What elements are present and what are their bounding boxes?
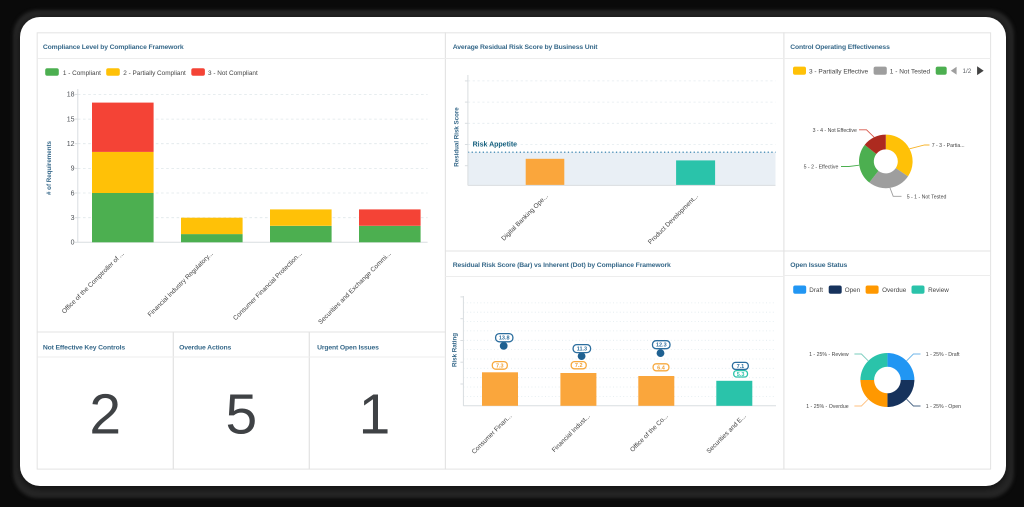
svg-text:Residual Risk Score: Residual Risk Score — [454, 107, 461, 167]
svg-text:Open Issue Status: Open Issue Status — [790, 262, 847, 269]
svg-text:Overdue: Overdue — [882, 287, 907, 294]
svg-text:13.8: 13.8 — [499, 336, 510, 342]
svg-text:Urgent Open Issues: Urgent Open Issues — [317, 344, 379, 351]
svg-text:15: 15 — [67, 116, 75, 123]
svg-text:9: 9 — [71, 166, 75, 173]
svg-text:6.4: 6.4 — [657, 365, 666, 371]
svg-text:0: 0 — [71, 240, 75, 247]
svg-text:5: 5 — [225, 383, 257, 447]
svg-text:1 - Compliant: 1 - Compliant — [63, 70, 101, 77]
svg-text:Not Effective Key Controls: Not Effective Key Controls — [43, 344, 125, 351]
svg-text:5 - 1 - Not Tested: 5 - 1 - Not Tested — [907, 194, 947, 200]
svg-text:Risk Appetite: Risk Appetite — [473, 142, 518, 149]
svg-text:12: 12 — [67, 141, 75, 148]
svg-text:6: 6 — [71, 190, 75, 197]
svg-text:1 - 25% - Open: 1 - 25% - Open — [926, 404, 961, 410]
svg-text:2 - Partially Compliant: 2 - Partially Compliant — [123, 70, 186, 77]
svg-text:Office of the Co...: Office of the Co... — [629, 413, 670, 454]
svg-text:Securities and Exchange Commi.: Securities and Exchange Commi... — [317, 250, 393, 326]
svg-text:3 - Not Compliant: 3 - Not Compliant — [208, 70, 258, 77]
svg-text:1: 1 — [359, 383, 391, 447]
svg-text:7.3: 7.3 — [496, 363, 504, 369]
svg-text:3 - 4 - Not Effective: 3 - 4 - Not Effective — [813, 128, 857, 134]
svg-text:12.3: 12.3 — [656, 343, 667, 349]
svg-text:Financial Indust...: Financial Indust... — [551, 413, 592, 454]
svg-text:1 - 25% - Draft: 1 - 25% - Draft — [926, 352, 960, 358]
svg-text:# of Requirements: # of Requirements — [46, 140, 53, 195]
svg-text:Risk Rating: Risk Rating — [452, 333, 459, 367]
svg-text:1 - Not Tested: 1 - Not Tested — [890, 69, 931, 76]
svg-text:3 - Partially Effective: 3 - Partially Effective — [809, 69, 869, 76]
svg-text:Securities and E...: Securities and E... — [705, 413, 747, 455]
svg-text:Financial Industry Regulatory.: Financial Industry Regulatory... — [147, 250, 215, 318]
svg-text:Digital Banking Ope...: Digital Banking Ope... — [500, 193, 550, 243]
svg-text:7.2: 7.2 — [575, 363, 583, 369]
svg-text:3: 3 — [71, 215, 75, 222]
svg-text:1/2: 1/2 — [963, 68, 972, 75]
svg-text:11.3: 11.3 — [577, 347, 587, 353]
svg-text:Average Residual Risk Score by: Average Residual Risk Score by Business … — [453, 44, 599, 51]
svg-text:Draft: Draft — [809, 287, 823, 294]
svg-text:5 - 2 - Effective: 5 - 2 - Effective — [804, 165, 839, 171]
svg-text:Office of the Comptroller of .: Office of the Comptroller of ... — [61, 250, 126, 315]
svg-text:Control Operating Effectivenes: Control Operating Effectiveness — [790, 44, 890, 51]
svg-text:18: 18 — [67, 92, 75, 99]
svg-text:Overdue Actions: Overdue Actions — [179, 344, 231, 351]
svg-text:Review: Review — [928, 287, 949, 294]
svg-text:1 - 25% - Review: 1 - 25% - Review — [809, 352, 849, 358]
svg-text:7 - 3 - Partia...: 7 - 3 - Partia... — [932, 143, 965, 149]
svg-text:Consumer Financial Protection.: Consumer Financial Protection... — [232, 250, 304, 322]
svg-text:2: 2 — [89, 383, 121, 447]
svg-text:1 - 25% - Overdue: 1 - 25% - Overdue — [806, 404, 848, 410]
svg-text:Consumer Finan...: Consumer Finan... — [471, 413, 514, 456]
svg-text:Residual Risk Score (Bar) vs I: Residual Risk Score (Bar) vs Inherent (D… — [453, 262, 671, 269]
svg-text:Product Development...: Product Development... — [647, 193, 700, 246]
svg-text:5.3: 5.3 — [737, 372, 745, 378]
svg-text:7.1: 7.1 — [737, 364, 745, 370]
svg-text:Compliance Level by Compliance: Compliance Level by Compliance Framework — [43, 44, 184, 51]
svg-text:Open: Open — [845, 287, 861, 294]
